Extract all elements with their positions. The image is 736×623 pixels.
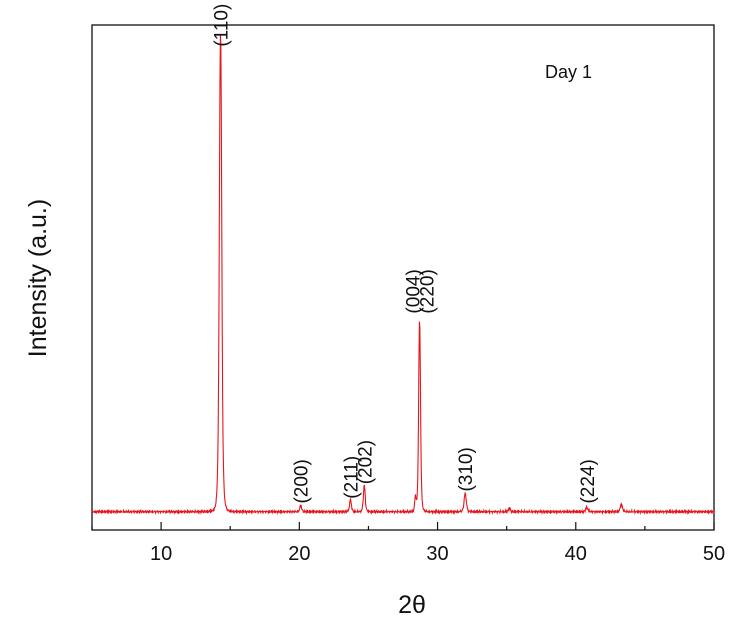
peak-label: (004) bbox=[404, 269, 425, 313]
y-axis-title: Intensity (a.u.) bbox=[24, 199, 52, 357]
peak-labels: (110) (200) (211)(202) (004)(220) (310) (224) bbox=[212, 4, 599, 504]
x-tick-label: 20 bbox=[288, 543, 310, 565]
x-tick-label: 10 bbox=[150, 543, 172, 565]
peak-label: (211) bbox=[341, 456, 362, 499]
x-tick-labels: 10 20 30 40 50 bbox=[150, 543, 725, 565]
peak-label: (200) bbox=[292, 459, 313, 503]
peak-label: (310) bbox=[456, 447, 477, 491]
x-tick-label: 30 bbox=[426, 543, 448, 565]
x-tick-label: 40 bbox=[565, 543, 587, 565]
x-ticks bbox=[91, 522, 715, 530]
diffraction-pattern-line bbox=[91, 35, 715, 516]
peak-label: (202) bbox=[355, 440, 376, 484]
peak-label: (224) bbox=[578, 459, 599, 503]
peak-label: (220) bbox=[417, 269, 438, 313]
day-annotation: Day 1 bbox=[545, 62, 592, 82]
peak-label: (110) bbox=[212, 4, 233, 47]
plot-frame bbox=[91, 24, 715, 531]
x-axis-title: 2θ bbox=[398, 591, 426, 619]
x-tick-label: 50 bbox=[703, 543, 725, 565]
